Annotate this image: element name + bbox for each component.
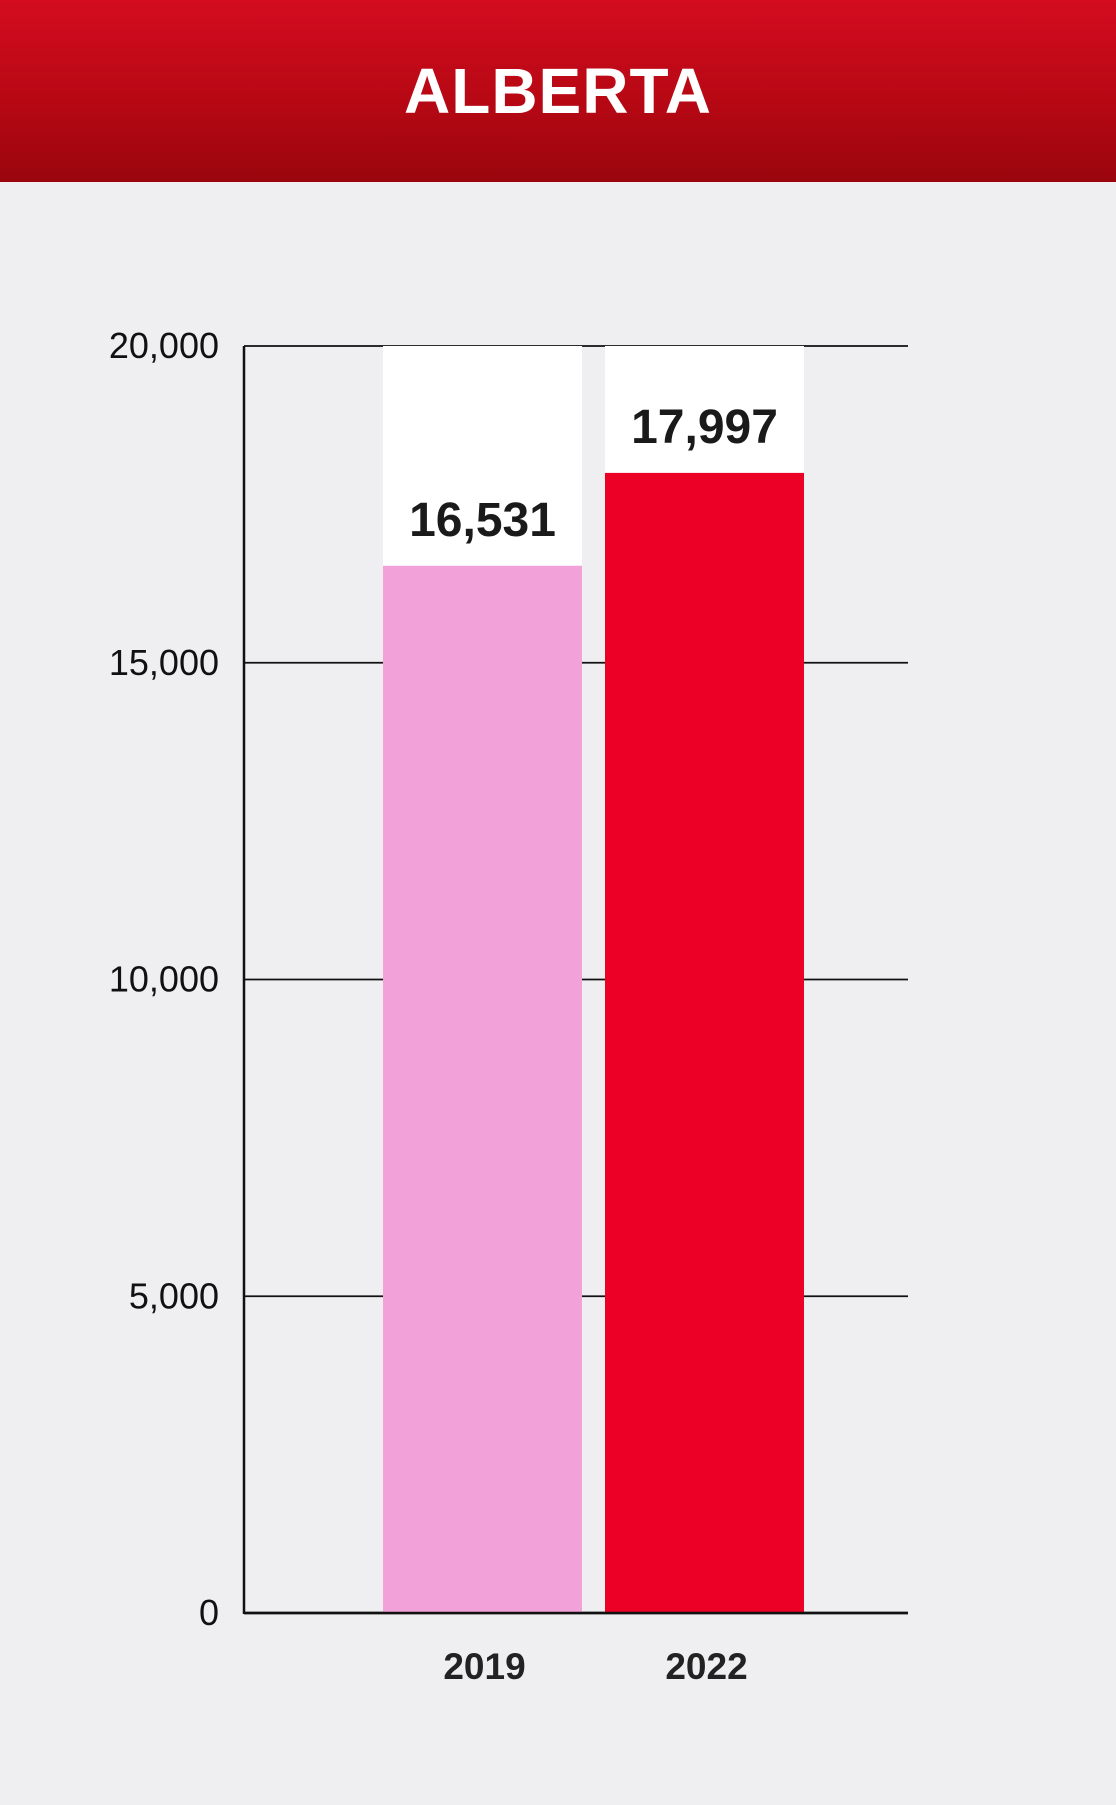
bar-2019: [383, 565, 582, 1613]
value-label-2022: 17,997: [631, 401, 778, 454]
chart-header: ALBERTA: [0, 0, 1116, 182]
labels: 0 5,000 10,000 15,000 20,000 16,531 2019 17,997…: [109, 325, 778, 1687]
y-tick-label: 20,000: [109, 325, 219, 366]
y-tick-label: 10,000: [109, 959, 219, 1000]
y-tick-label: 0: [199, 1592, 219, 1633]
bars: [383, 472, 804, 1614]
x-tick-label-2019: 2019: [443, 1646, 525, 1687]
value-label-2019: 16,531: [409, 494, 556, 547]
bar-chart: 0 5,000 10,000 15,000 20,000 16,531 2019 17,997…: [109, 325, 908, 1687]
chart-title: ALBERTA: [404, 55, 712, 127]
axes: [242, 346, 908, 1615]
y-tick-label: 5,000: [129, 1275, 219, 1316]
bar-2022: [605, 472, 804, 1614]
chart-area: 0 5,000 10,000 15,000 20,000 16,531 2019 17,997…: [0, 182, 1116, 1805]
x-tick-label-2022: 2022: [665, 1646, 747, 1687]
y-tick-label: 15,000: [109, 642, 219, 683]
